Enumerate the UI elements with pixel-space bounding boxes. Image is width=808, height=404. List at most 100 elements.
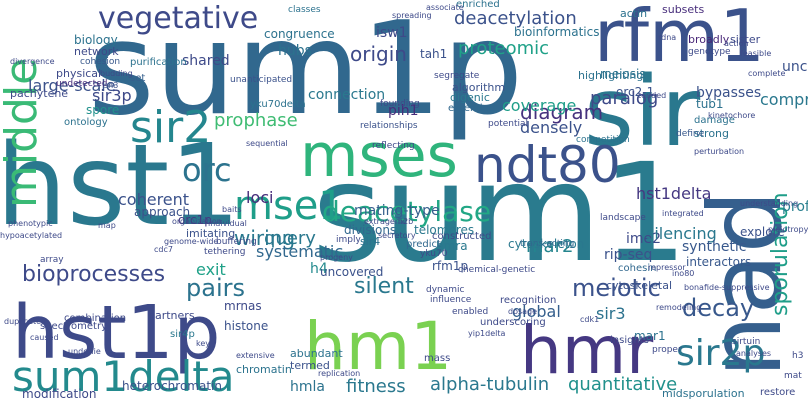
word-understanding: understanding [740,199,799,208]
word-cohesion: cohesion [80,57,121,67]
word-highlighting: highlighting [578,69,644,82]
word-comprehensive: comprehensive [760,90,808,109]
word-sirtuin: sirtuin [732,337,761,347]
word-biology: biology [74,33,118,47]
word-bioinformatics: bioinformatics [514,25,600,39]
word-ndt80: ndt80 [474,136,621,194]
word-hubs: hubs [278,43,312,59]
word-physical: physical [56,67,102,80]
word-actin: actin [620,7,648,20]
word-action: action [724,39,749,48]
word-genotype: genotype [688,47,731,57]
word-sir3: sir3 [596,304,626,323]
word-trans-acting: trans-acting [520,239,575,249]
word-hst1: hst1 [0,121,241,251]
word-hst1p: hst1p [12,290,221,376]
word-sir2p: sir2p [676,333,766,374]
word-network: network [74,45,119,58]
word-orc2-1: orc2-1 [616,85,655,99]
word-subsets: subsets [662,3,705,16]
word-hm1: hm1 [304,308,453,385]
word-decay: decay [682,294,755,322]
word-feasible: feasible [740,49,772,58]
word-underscoring: underscoring [480,317,546,328]
word-divergence: divergence [10,57,55,66]
word-key: key [196,339,211,348]
word-organization: organization [172,217,222,226]
word-query: query [264,228,316,249]
word-analyses: analyses [736,349,772,358]
word-rip-seq: rip-seq [604,247,653,263]
word-pairs: pairs [186,274,245,302]
word-mse1: mse1 [234,183,344,229]
word-rdna: rdna [658,33,677,42]
word-segregate: segregate [434,71,480,81]
word-telomeres: telomeres [414,223,475,237]
word-unanticipated: unanticipated [230,75,293,85]
word-integrated: integrated [662,209,704,218]
word-imply: imply [336,235,361,245]
word-define: define [676,129,705,139]
word-meiotic: meiotic [572,274,661,302]
word-mar1: mar1 [634,329,666,343]
word-potential: potential [488,119,529,129]
word-cdc7: cdc7 [154,245,173,254]
word-h2b: h2b [398,217,414,226]
word-wiring: wiring [234,226,296,250]
word-sister: sister [730,33,761,46]
word-sum1: sum1 [312,135,689,293]
word-imitating: imitating [186,227,236,240]
word-rfm1p: rfm1p [432,259,469,273]
word-founding: founding [380,99,420,109]
word-ino80: ino80 [672,269,695,278]
word-silencing: silencing [646,224,717,243]
word-exit: exit [196,260,226,279]
word-extragenic: extragenic [364,217,407,226]
word-cytoskeletal: cytoskeletal [606,279,673,292]
word-repressor: repressor [648,263,686,272]
word-purification: purification [130,57,187,68]
word-tended: tended [638,91,667,100]
word-progeny: progeny [320,253,353,262]
word-landscape: landscape [600,213,646,223]
word-combination: combination [64,313,127,324]
word-sir: sir [584,56,701,168]
word-bonafide-suppressive: bonafide-suppressive [684,283,770,292]
word-hmla: hmla [290,379,325,395]
word-bypasses: bypasses [696,85,762,101]
word-paralog: paralog [590,88,659,109]
word-enriched: enriched [456,0,500,10]
word-synthetic: synthetic [682,239,747,255]
word-secretory: secretory [378,231,416,240]
word-recognition: recognition [500,295,557,306]
word-genome-wide: genome-wide [164,237,219,246]
word-explore: explore [740,225,785,239]
word-meiosis: meiosis [600,67,646,81]
word-sir4p: sir4p [170,329,195,340]
word-profiles: profiles [782,199,808,215]
word-remodeling: remodeling [656,303,702,312]
word-associate: associate [426,3,464,12]
word-set: set [130,73,146,84]
word-influence: influence [430,295,472,305]
word-classes: classes [288,5,321,15]
word-hst1delta: hst1delta [636,184,712,203]
word-densely: densely [520,118,583,137]
word-spore: spore [86,103,120,117]
word-large-scale: large-scale [28,76,116,95]
word-mass: mass [424,353,451,364]
word-cdk1: cdk1 [580,315,600,324]
word-kinetochore: kinetochore [708,111,756,120]
word-extended: extended [448,103,496,114]
word-orc: orc [182,151,232,189]
word-yip1delta: yip1delta [468,329,506,338]
word-shared: shared [182,53,230,69]
word-histone: histone [224,319,269,333]
word-spectrometry: spectrometry [40,321,107,332]
word-competition: competition [576,135,630,145]
word-deacetylation: deacetylation [454,8,577,29]
word-connection: connection [308,87,386,103]
word-sir4: sir4 [360,235,381,248]
word-divisions: divisions [344,223,397,237]
